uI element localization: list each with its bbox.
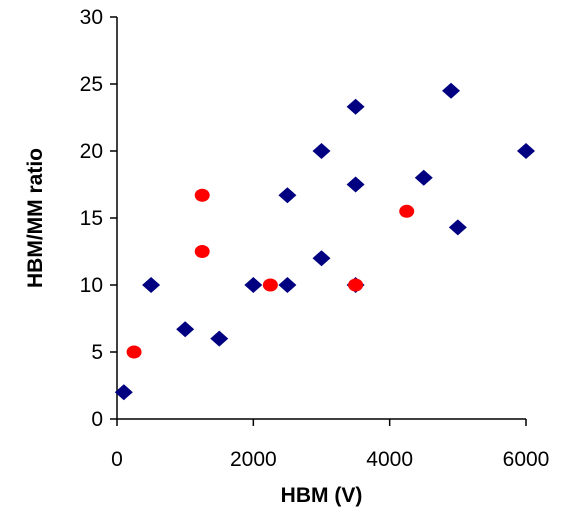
y-axis-ticks: 0 5 10 15 20 25 30: [80, 6, 117, 431]
x-axis-ticks: 0 2000 4000 6000: [111, 419, 549, 471]
diamond-marker: [346, 176, 365, 193]
diamond-marker: [176, 321, 195, 338]
y-tick-label: 30: [80, 6, 103, 29]
axes: 0 5 10 15 20 25 30 0 2000 4000 6000: [80, 6, 550, 471]
y-tick-label: 20: [80, 140, 103, 163]
y-tick-label: 25: [80, 73, 103, 96]
y-tick-label: 15: [80, 207, 103, 230]
x-tick-label: 4000: [366, 448, 413, 471]
circle-marker: [126, 345, 142, 359]
diamond-marker: [278, 187, 297, 204]
y-tick-label: 5: [91, 341, 103, 364]
y-axis-title: HBM/MM ratio: [24, 148, 47, 288]
diamond-marker: [142, 277, 161, 293]
circle-marker: [194, 188, 210, 202]
diamond-marker: [278, 277, 297, 293]
diamond-marker: [448, 219, 467, 236]
y-tick-label: 10: [80, 274, 103, 297]
x-axis-title: HBM (V): [281, 484, 363, 507]
circle-marker: [262, 278, 278, 292]
diamond-marker: [346, 98, 365, 115]
data-points: [114, 82, 535, 401]
diamond-marker: [312, 143, 331, 159]
diamond-marker: [442, 82, 461, 99]
circle-marker: [194, 245, 210, 258]
diamond-marker: [414, 169, 433, 186]
y-tick-label: 0: [91, 408, 103, 431]
diamond-marker: [312, 250, 331, 267]
diamond-marker: [517, 143, 535, 159]
x-tick-label: 0: [111, 448, 123, 471]
circle-marker: [399, 204, 415, 218]
x-tick-label: 2000: [230, 448, 277, 471]
diamond-marker: [210, 330, 229, 347]
diamond-marker: [244, 277, 263, 293]
circle-marker: [348, 278, 364, 292]
diamond-marker: [114, 384, 133, 401]
x-tick-label: 6000: [503, 448, 550, 471]
